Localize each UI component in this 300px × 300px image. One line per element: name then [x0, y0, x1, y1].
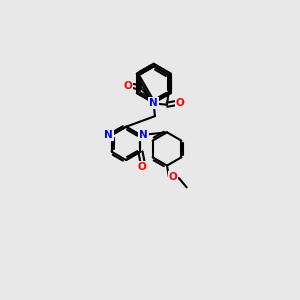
Text: N: N: [104, 130, 113, 140]
Text: O: O: [169, 172, 177, 182]
Text: N: N: [149, 98, 158, 109]
Text: N: N: [139, 130, 148, 140]
Text: O: O: [138, 162, 146, 172]
Text: O: O: [123, 80, 132, 91]
Text: O: O: [176, 98, 184, 108]
